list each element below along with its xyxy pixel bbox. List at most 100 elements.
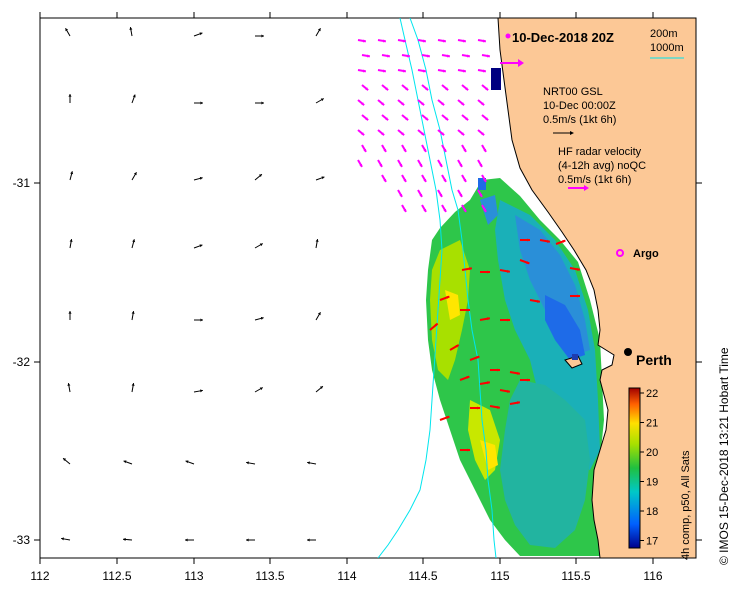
gsl-arrow [246, 461, 256, 465]
gsl-arrow [129, 27, 133, 37]
axes: 112 112.5 113 113.5 114 114.5 115 115.5 116 -31 -3… [13, 12, 702, 583]
observed-arrow [520, 238, 530, 242]
observed-arrow [480, 270, 490, 274]
hf-arrow [457, 69, 467, 73]
hf-arrow [357, 159, 363, 168]
hf-arrow [481, 174, 487, 183]
hf-arrow [437, 99, 445, 106]
gsl-arrow [315, 27, 321, 37]
gsl-arrow [307, 538, 316, 542]
hf-arrow [477, 69, 487, 73]
gsl-arrow [65, 27, 71, 37]
hf-arrow [457, 39, 467, 43]
hf-arrow [421, 84, 429, 91]
hf-arrow [417, 159, 423, 168]
hf-arrow [381, 84, 389, 91]
hf-arrow [397, 159, 403, 168]
gsl-arrow [123, 460, 133, 465]
gsl-arrow [68, 311, 72, 320]
hf-arrow [457, 189, 463, 198]
hf-arrow [377, 159, 383, 168]
hf-arrow [417, 189, 423, 198]
gsl-arrow [131, 383, 135, 393]
gsl-arrow [255, 101, 264, 105]
observed-current-arrows [429, 238, 581, 452]
colorbar-tick-label: 18 [646, 506, 658, 518]
gsl-arrow [62, 457, 71, 465]
hf-arrow [481, 54, 491, 58]
gsl-arrow [315, 239, 319, 249]
observed-arrow [499, 389, 511, 393]
gsl-legend-arrow [553, 131, 574, 135]
gsl-arrow [67, 383, 71, 393]
hf-legend-line2: (4-12h avg) noQC [558, 160, 646, 172]
gsl-arrow [255, 34, 264, 38]
gsl-arrow [193, 389, 203, 393]
gsl-arrow [315, 385, 324, 393]
hf-arrow [481, 204, 487, 213]
x-tick-label: 113.5 [255, 569, 284, 583]
hf-arrow [381, 114, 389, 121]
hf-arrow [381, 54, 391, 58]
hf-arrow [377, 99, 385, 106]
gsl-arrow [131, 94, 136, 104]
hf-arrow [397, 69, 407, 73]
observed-arrow [460, 448, 470, 452]
x-tick-label: 113 [184, 569, 203, 583]
hf-arrow [397, 99, 405, 106]
hf-arrow [441, 204, 447, 213]
hf-arrow [457, 159, 463, 168]
observed-arrow [429, 322, 439, 331]
hf-arrow [361, 144, 367, 153]
observed-arrow [509, 371, 521, 375]
gsl-arrow [185, 460, 195, 465]
x-tick-label: 114 [337, 569, 356, 583]
observed-arrow [520, 378, 530, 382]
observed-arrow [479, 381, 491, 385]
observed-arrow [449, 344, 460, 351]
observed-arrow [569, 267, 581, 271]
observed-arrow [469, 355, 480, 361]
gsl-legend-line2: 10-Dec 00:00Z [543, 100, 616, 112]
colorbar-tick-label: 21 [646, 418, 658, 430]
gsl-legend-line3: 0.5m/s (1kt 6h) [543, 114, 616, 126]
hf-arrow [477, 159, 483, 168]
argo-label: Argo [633, 248, 659, 260]
hf-arrow [401, 204, 407, 213]
hf-arrow [361, 84, 369, 91]
gsl-legend-line1: NRT00 GSL [543, 86, 603, 98]
hf-arrow [357, 69, 367, 73]
hf-arrow [477, 99, 485, 106]
estuary [572, 354, 578, 360]
argo-marker [616, 249, 624, 257]
hf-arrow [357, 39, 367, 43]
hf-arrow [477, 129, 485, 136]
hf-arrow [397, 129, 405, 136]
observed-arrow [509, 401, 521, 405]
hf-arrow [377, 129, 385, 136]
hf-arrow [441, 84, 449, 91]
x-tick-label: 114.5 [408, 569, 437, 583]
hf-arrow [381, 144, 387, 153]
hf-arrow [421, 54, 431, 58]
depth-legend-200m: 200m [650, 28, 678, 40]
hf-arrow [417, 129, 425, 136]
colorbar-caption: 4h comp, p50, All Sats [680, 450, 692, 560]
gsl-arrow [254, 173, 263, 181]
observed-arrow [439, 295, 450, 301]
hf-arrow [437, 69, 447, 73]
gsl-arrow [315, 98, 325, 104]
gsl-arrow [193, 244, 203, 249]
gsl-velocity-arrows [61, 27, 325, 542]
gsl-arrow [315, 311, 321, 321]
hf-arrow [437, 159, 443, 168]
gsl-arrow [254, 316, 264, 321]
isobath-1000m [377, 18, 443, 558]
hf-arrow [381, 174, 387, 183]
hf-arrow [421, 114, 429, 121]
hf-arrow [461, 114, 469, 121]
observed-arrow [461, 267, 473, 271]
y-tick-label: -33 [13, 533, 31, 547]
gsl-arrow [194, 318, 203, 322]
